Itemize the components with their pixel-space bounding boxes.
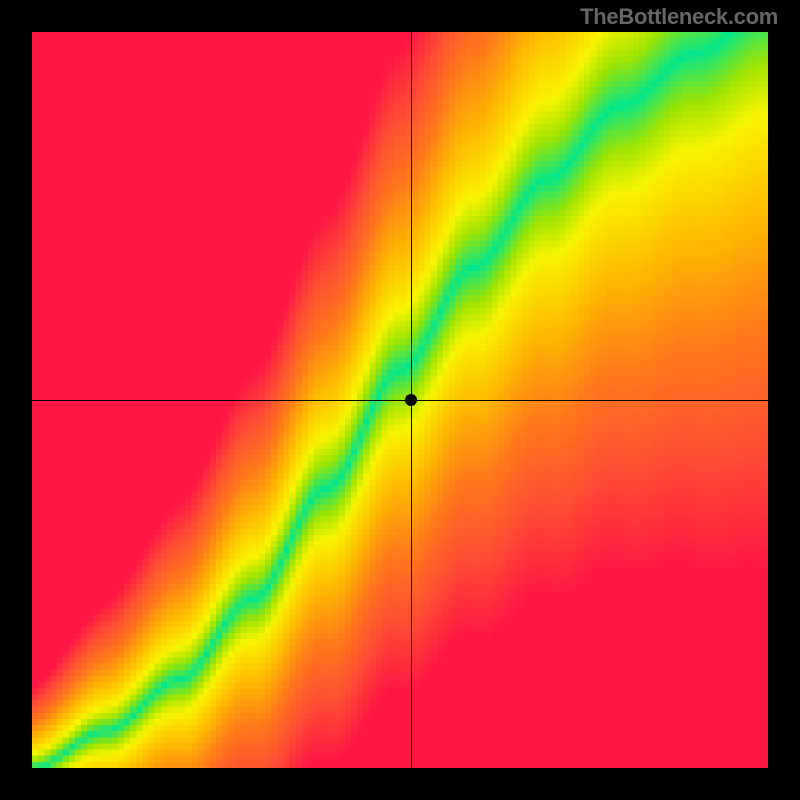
crosshair-horizontal — [32, 400, 768, 401]
plot-area — [32, 32, 768, 768]
selection-marker — [405, 394, 417, 406]
watermark-text: TheBottleneck.com — [580, 4, 778, 30]
